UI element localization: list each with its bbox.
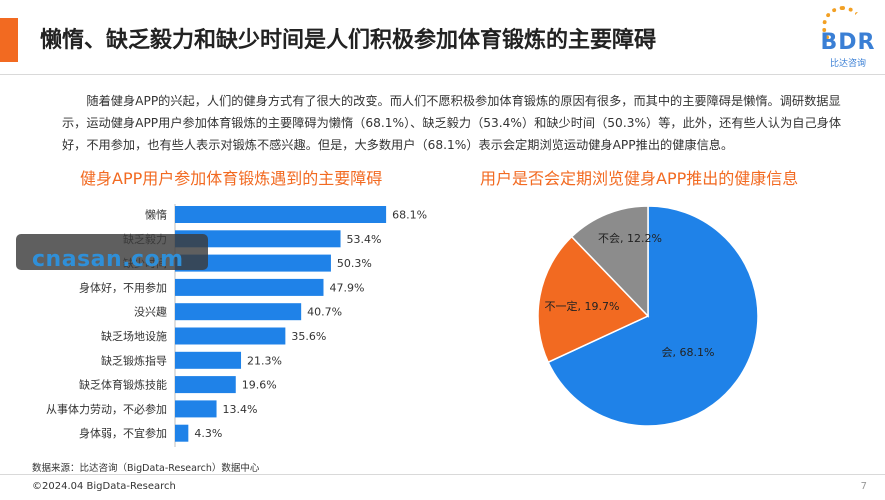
- bar: [175, 303, 302, 321]
- logo-arc-icon: [822, 6, 864, 48]
- bar-category-label: 缺乏体育锻炼技能: [79, 378, 167, 392]
- title-accent-bar: [0, 18, 18, 62]
- bar-value-label: 19.6%: [242, 379, 277, 392]
- pie-slice: [570, 205, 649, 318]
- bar: [175, 351, 242, 369]
- watermark-box: [16, 234, 208, 270]
- bar-value-label: 53.4%: [347, 233, 382, 246]
- bar: [175, 400, 217, 418]
- pie-chart-title: 用户是否会定期浏览健身APP推出的健康信息: [480, 169, 799, 188]
- copyright: ©2024.04 BigData-Research: [32, 481, 176, 492]
- bar-category-label: 身体好，不用参加: [79, 280, 167, 294]
- bar-category-label: 没兴趣: [134, 305, 167, 319]
- watermark-text: cnasan.com: [32, 247, 184, 272]
- pie-slice-label: 不会, 12.2%: [598, 232, 662, 245]
- bar-value-label: 50.3%: [337, 257, 372, 270]
- bar: [175, 424, 189, 442]
- pie-slice-label: 会, 68.1%: [662, 346, 715, 359]
- bar: [175, 254, 331, 272]
- page-title: 懒惰、缺乏毅力和缺少时间是人们积极参加体育锻炼的主要障碍: [40, 28, 657, 53]
- page-number: 7: [860, 481, 867, 492]
- footer-divider: [0, 474, 885, 475]
- bar-value-label: 47.9%: [329, 281, 364, 294]
- intro-paragraph: 随着健身APP的兴起，人们的健身方式有了很大的改变。而人们不愿积极参加体育锻炼的…: [62, 94, 842, 152]
- pie-slice: [537, 235, 650, 364]
- bar-value-label: 21.3%: [247, 354, 282, 367]
- bar: [175, 278, 324, 296]
- bar-category-label: 缺乏锻炼指导: [101, 353, 167, 367]
- bar: [175, 230, 341, 248]
- bar-category-label: 缺乏场地设施: [101, 329, 167, 343]
- pie-slice-label: 不一定, 19.7%: [545, 299, 620, 313]
- bar-value-label: 4.3%: [194, 427, 222, 440]
- data-source: 数据来源：比达咨询（BigData-Research）数据中心: [32, 463, 260, 474]
- bar-value-label: 68.1%: [392, 209, 427, 222]
- bar-chart-title: 健身APP用户参加体育锻炼遇到的主要障碍: [80, 169, 383, 188]
- logo-subtitle: 比达咨询: [829, 59, 866, 69]
- bar-category-label: 身体弱，不宜参加: [79, 426, 167, 440]
- bar-category-label: 懒惰: [145, 208, 167, 222]
- bar: [175, 327, 286, 345]
- logo-text: BDR: [820, 30, 876, 55]
- bdr-logo: BDR 比达咨询: [818, 6, 878, 69]
- bar-value-label: 40.7%: [307, 306, 342, 319]
- bar-value-label: 35.6%: [291, 330, 326, 343]
- bar: [175, 376, 236, 394]
- bar-value-label: 13.4%: [223, 403, 258, 416]
- bar-category-label: 从事体力劳动，不必参加: [46, 402, 167, 416]
- bar: [175, 206, 387, 223]
- header-divider: [0, 74, 885, 75]
- pie-slice: [547, 205, 759, 427]
